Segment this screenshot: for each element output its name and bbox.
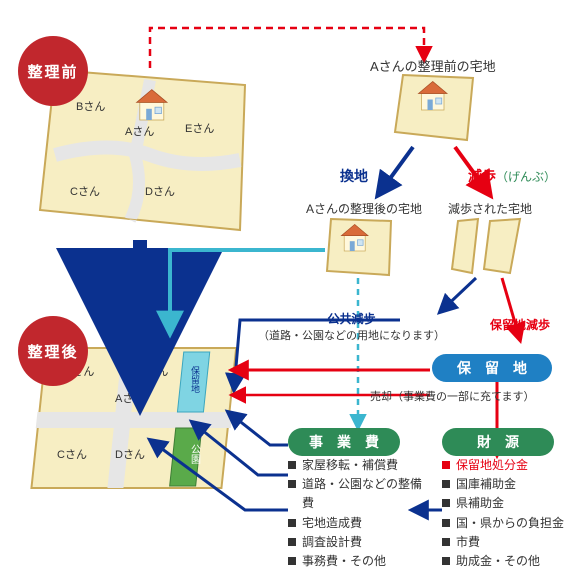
pill-costs: 事 業 費 xyxy=(288,428,400,456)
list-item: 市費 xyxy=(442,533,574,552)
pill-funds: 財 源 xyxy=(442,428,554,456)
label-public-reduce: 公共減歩 （道路・公園などの用地になります） xyxy=(258,310,445,343)
list-item: 道路・公園などの整備費 xyxy=(288,475,428,513)
list-item: 県補助金 xyxy=(442,494,574,513)
badge-after: 整理後 xyxy=(18,316,88,386)
svg-text:保留地: 保留地 xyxy=(190,365,200,393)
costs-list: 家屋移転・補償費道路・公園などの整備費宅地造成費調査設計費事務費・その他 xyxy=(288,456,428,571)
reduced-land xyxy=(452,219,520,273)
svg-text:Bさん: Bさん xyxy=(76,100,105,113)
list-item: 助成金・その他 xyxy=(442,552,574,571)
badge-before: 整理前 xyxy=(18,36,88,106)
list-item: 家屋移転・補償費 xyxy=(288,456,428,475)
label-reduced: 減歩された宅地 xyxy=(448,200,532,217)
list-item: 保留地処分金 xyxy=(442,456,574,475)
a-after-land xyxy=(327,219,391,275)
svg-text:Eさん: Eさん xyxy=(185,122,214,135)
svg-text:Cさん: Cさん xyxy=(70,185,100,198)
svg-text:Aさん: Aさん xyxy=(115,392,144,405)
a-before-land xyxy=(395,75,473,140)
svg-text:公園: 公園 xyxy=(189,444,201,465)
label-genbu: 減歩（げんぶ） xyxy=(468,166,556,186)
list-item: 調査設計費 xyxy=(288,533,428,552)
svg-text:Dさん: Dさん xyxy=(115,448,145,461)
label-sale: 売却（事業費の一部に充てます） xyxy=(370,388,534,404)
label-a-after: Aさんの整理後の宅地 xyxy=(306,200,422,217)
svg-text:Dさん: Dさん xyxy=(145,185,175,198)
funds-list: 保留地処分金国庫補助金県補助金国・県からの負担金市費助成金・その他 xyxy=(442,456,574,571)
list-item: 国・県からの負担金 xyxy=(442,514,574,533)
label-a-before: Aさんの整理前の宅地 xyxy=(370,56,496,75)
pill-reserve: 保 留 地 xyxy=(432,354,552,382)
list-item: 事務費・その他 xyxy=(288,552,428,571)
label-kanchi: 換地 xyxy=(340,166,368,186)
list-item: 国庫補助金 xyxy=(442,475,574,494)
svg-text:Cさん: Cさん xyxy=(57,448,87,461)
label-reserve-reduce: 保留地減歩 xyxy=(490,316,550,333)
list-item: 宅地造成費 xyxy=(288,514,428,533)
svg-text:Aさん: Aさん xyxy=(125,125,154,138)
